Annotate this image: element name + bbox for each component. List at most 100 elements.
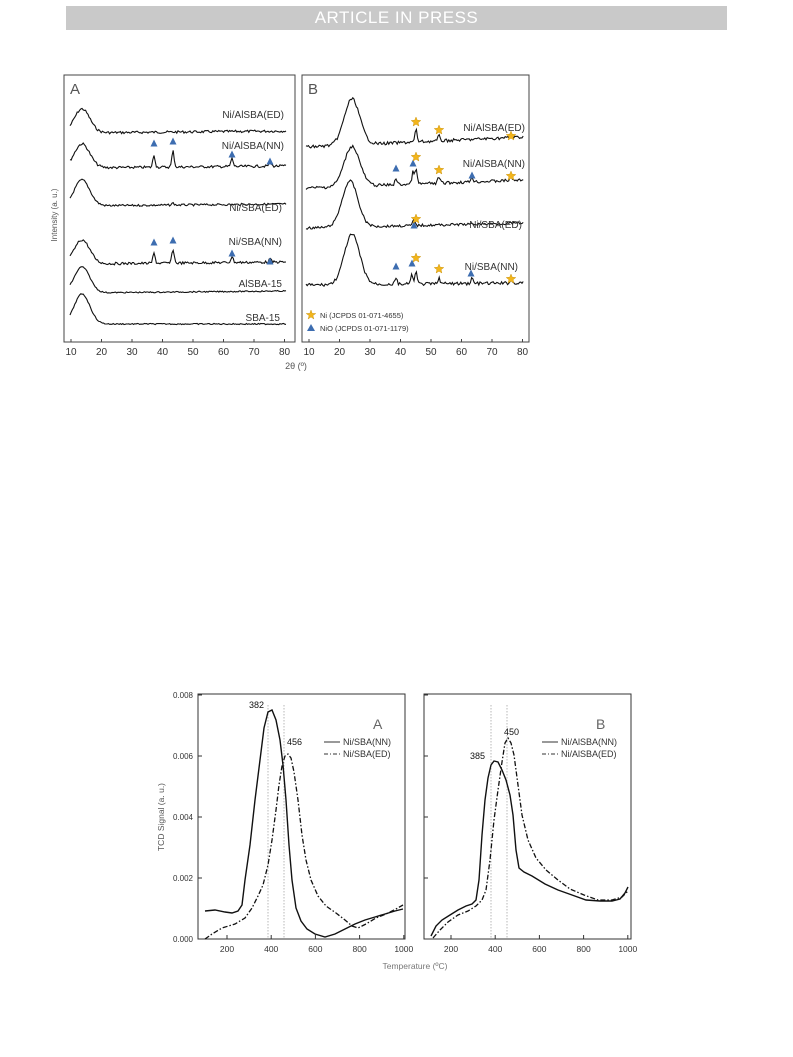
tpr-y-tick-label: 0.000 <box>173 935 194 944</box>
tpr-b-legend-ed: Ni/AlSBA(ED) <box>561 749 617 759</box>
xrd-x-tick-label: 10 <box>65 347 77 358</box>
xrd-a-trace-sba-15 <box>69 293 287 326</box>
tpr-x-tick-label: 600 <box>532 944 546 954</box>
xrd-a-label-ni-sba-ed: Ni/SBA(ED) <box>229 203 282 214</box>
nio-triangle-marker <box>410 221 418 229</box>
tpr-x-tick-label: 400 <box>488 944 502 954</box>
ni-star-marker <box>410 151 422 162</box>
tpr-a-peak-456: 456 <box>287 737 302 747</box>
ni-star-marker <box>505 130 517 141</box>
nio-triangle-marker <box>392 164 400 172</box>
tpr-x-tick-label: 200 <box>220 944 234 954</box>
xrd-a-label-sba-15: SBA-15 <box>246 313 281 324</box>
xrd-x-tick-label: 10 <box>303 347 315 358</box>
legend-nio-jcpds: NiO (JCPDS 01-071-1179) <box>320 324 409 333</box>
tpr-b-legend-nn: Ni/AlSBA(NN) <box>561 737 617 747</box>
xrd-x-tick-label: 80 <box>279 347 291 358</box>
nio-triangle-marker <box>392 262 400 270</box>
xrd-x-tick-label: 30 <box>126 347 138 358</box>
legend-ni-jcpds: Ni (JCPDS 01-071-4655) <box>320 311 404 320</box>
tpr-ylabel: TCD Signal (a. u.) <box>156 783 166 851</box>
tpr-y-tick-label: 0.006 <box>173 752 194 761</box>
ni-star-legend-icon <box>305 309 317 320</box>
xrd-b-label-ni-sba-ed: Ni/SBA(ED) <box>469 220 522 231</box>
xrd-a-label-ni-alsba-ed: Ni/AlSBA(ED) <box>222 110 284 121</box>
article-in-press-banner: ARTICLE IN PRESS <box>66 6 727 30</box>
nio-triangle-marker <box>169 137 177 145</box>
tpr-a-legend-ed: Ni/SBA(ED) <box>343 749 391 759</box>
xrd-x-tick-label: 40 <box>395 347 407 358</box>
xrd-x-tick-label: 80 <box>517 347 529 358</box>
xrd-x-tick-label: 70 <box>486 347 498 358</box>
tpr-y-tick-label: 0.008 <box>173 691 194 700</box>
xrd-x-tick-label: 70 <box>248 347 260 358</box>
nio-triangle-marker <box>266 257 274 265</box>
xrd-ylabel: Intensity (a. u.) <box>50 188 59 241</box>
nio-triangle-marker <box>468 171 476 179</box>
xrd-b-label-ni-alsba-ed: Ni/AlSBA(ED) <box>463 123 525 134</box>
tpr-x-tick-label: 600 <box>308 944 322 954</box>
tpr-xlabel: Temperature (ºC) <box>383 961 448 971</box>
xrd-b-trace-ni-alsba-nn <box>305 144 524 190</box>
xrd-b-label-ni-alsba-nn: Ni/AlSBA(NN) <box>463 159 525 170</box>
nio-triangle-marker <box>228 150 236 158</box>
xrd-xlabel: 2θ (º) <box>285 361 307 371</box>
tpr-b-peak-385: 385 <box>470 751 485 761</box>
nio-triangle-marker <box>266 157 274 165</box>
tpr-a-ni-sba-nn-curve <box>204 709 404 938</box>
tpr-x-tick-label: 800 <box>577 944 591 954</box>
nio-triangle-marker <box>169 236 177 244</box>
tpr-x-tick-label: 400 <box>264 944 278 954</box>
xrd-panel-a-traces <box>69 107 287 326</box>
xrd-x-tick-label: 20 <box>96 347 108 358</box>
tpr-x-tick-label: 1000 <box>618 944 637 954</box>
xrd-a-trace-ni-sba-nn <box>69 239 287 266</box>
xrd-x-tick-label: 60 <box>456 347 468 358</box>
xrd-a-trace-ni-sba-ed <box>69 178 287 207</box>
xrd-a-label-alsba-15: AlSBA-15 <box>239 279 283 290</box>
ni-star-marker <box>505 170 517 181</box>
tpr-b-ni-alsba-nn-curve <box>430 760 629 937</box>
xrd-x-tick-label: 20 <box>334 347 346 358</box>
tpr-y-tick-label: 0.004 <box>173 813 194 822</box>
xrd-x-tick-label: 50 <box>425 347 437 358</box>
xrd-b-trace-ni-sba-nn <box>305 233 524 288</box>
xrd-a-trace-ni-alsba-nn <box>69 142 287 170</box>
nio-triangle-marker <box>409 159 417 167</box>
ni-star-marker <box>410 252 422 263</box>
tpr-b-peak-450: 450 <box>504 727 519 737</box>
tpr-a-peak-382: 382 <box>249 700 264 710</box>
tpr-a-ni-sba-ed-curve <box>204 753 404 940</box>
xrd-a-label-ni-alsba-nn: Ni/AlSBA(NN) <box>222 141 284 152</box>
ni-star-marker <box>433 263 445 274</box>
ni-star-marker <box>433 124 445 135</box>
tpr-x-tick-label: 200 <box>444 944 458 954</box>
nio-triangle-marker <box>467 269 475 277</box>
ni-star-marker <box>410 116 422 127</box>
tpr-a-legend-nn: Ni/SBA(NN) <box>343 737 391 747</box>
xrd-b-label-ni-sba-nn: Ni/SBA(NN) <box>465 262 518 273</box>
tpr-panel-b-letter: B <box>596 716 605 732</box>
xrd-a-trace-alsba-15 <box>69 266 287 294</box>
nio-triangle-marker <box>150 238 158 246</box>
nio-triangle-marker <box>150 139 158 147</box>
xrd-x-ticks: 10 10 20 20 30 30 40 40 50 50 60 60 70 70 80 80 <box>65 339 528 358</box>
nio-triangle-legend-icon <box>307 324 315 331</box>
xrd-panel-b-frame <box>301 74 530 343</box>
xrd-b-trace-ni-alsba-ed <box>305 96 524 149</box>
xrd-a-trace-ni-alsba-ed <box>69 107 287 135</box>
tpr-panel-a-letter: A <box>373 716 383 732</box>
ni-star-marker <box>410 213 422 224</box>
ni-star-marker <box>505 273 517 284</box>
nio-triangle-marker <box>408 259 416 267</box>
xrd-panel-b-letter: B <box>308 81 318 98</box>
xrd-a-label-ni-sba-nn: Ni/SBA(NN) <box>229 237 282 248</box>
xrd-x-tick-label: 50 <box>187 347 199 358</box>
xrd-phase-markers <box>150 116 517 284</box>
tpr-b-ni-alsba-ed-curve <box>432 736 629 939</box>
tpr-x-tick-label: 800 <box>353 944 367 954</box>
xrd-panel-a-frame <box>63 74 296 343</box>
xrd-panel-a-letter: A <box>70 81 80 98</box>
